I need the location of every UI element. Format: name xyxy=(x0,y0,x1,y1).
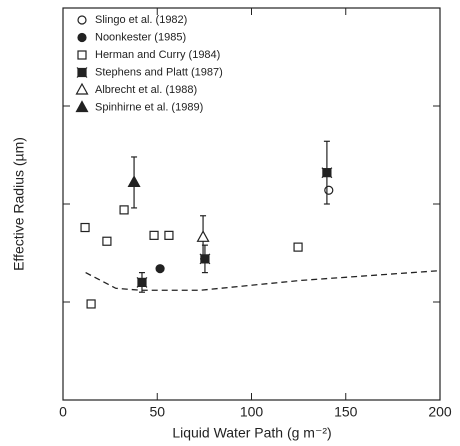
point-body xyxy=(119,205,129,215)
point-body xyxy=(164,230,174,240)
legend-label: Albrecht et al. (1988) xyxy=(95,84,197,96)
point-cross xyxy=(321,167,333,179)
point xyxy=(321,167,333,179)
x-tick-label: 200 xyxy=(428,404,452,420)
point-body xyxy=(149,230,159,240)
fit-curve xyxy=(85,269,441,291)
point-body xyxy=(80,222,90,233)
point-cross xyxy=(76,67,88,78)
point xyxy=(80,222,90,233)
y-axis-label: Effective Radius (µm) xyxy=(11,137,27,271)
legend-symbol xyxy=(77,15,87,25)
point-body xyxy=(102,236,112,246)
legend-label: Slingo et al. (1982) xyxy=(95,14,187,26)
point xyxy=(102,236,112,246)
legend-label: Herman and Curry (1984) xyxy=(95,49,220,61)
x-tick-label: 50 xyxy=(149,404,165,420)
legend-symbol xyxy=(77,32,87,43)
point xyxy=(136,276,148,288)
x-tick-label: 0 xyxy=(59,404,67,420)
point xyxy=(149,230,159,240)
legend-label: Noonkester (1985) xyxy=(95,31,186,43)
point xyxy=(127,175,141,188)
point xyxy=(119,205,129,215)
point-body xyxy=(293,242,303,252)
point xyxy=(164,230,174,240)
legend-label: Spinhirne et al. (1989) xyxy=(95,101,203,113)
legend-symbol xyxy=(75,82,89,95)
legend-label: Stephens and Platt (1987) xyxy=(95,66,223,78)
point xyxy=(293,242,303,252)
legend-symbol xyxy=(75,100,89,113)
x-tick-label: 100 xyxy=(240,404,264,420)
legend-symbol xyxy=(76,67,88,78)
x-axis-label: Liquid Water Path (g m⁻²) xyxy=(172,425,331,441)
point xyxy=(324,185,334,195)
point xyxy=(86,299,96,309)
point-body xyxy=(77,50,87,60)
point-cross xyxy=(136,276,148,288)
point-body xyxy=(86,299,96,309)
point xyxy=(155,264,165,274)
x-tick-label: 150 xyxy=(334,404,358,420)
point xyxy=(196,230,210,242)
legend-symbol xyxy=(77,50,87,60)
